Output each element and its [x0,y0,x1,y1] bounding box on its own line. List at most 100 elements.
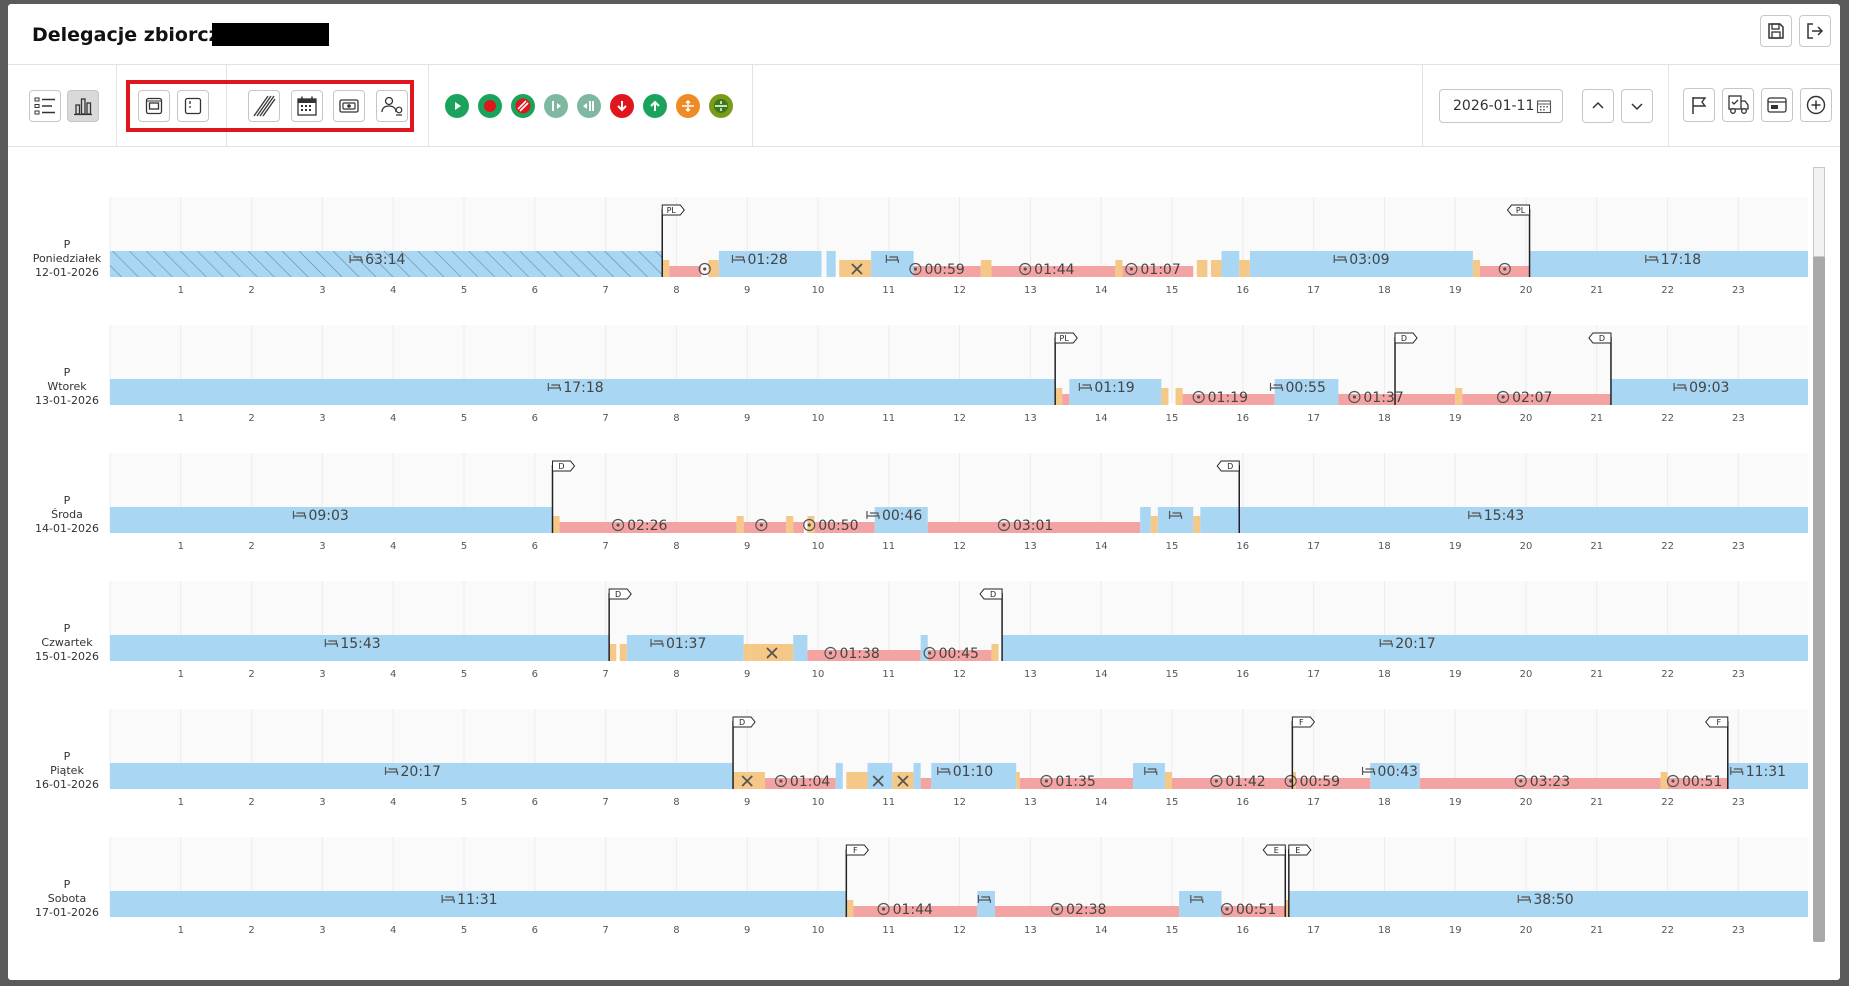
hour-tick-label: 7 [602,669,608,680]
bed-icon [731,255,746,263]
hour-tick-label: 19 [1449,541,1462,552]
hatch-button[interactable] [248,90,280,122]
hatched-button[interactable] [511,94,535,118]
hour-tick-label: 19 [1449,925,1462,936]
activity-rest [110,635,610,661]
activity-rest [110,379,1056,405]
duration-text: 00:46 [882,508,922,524]
steering-wheel-icon [1220,902,1234,916]
hour-tick-label: 21 [1590,541,1603,552]
split-right-icon [583,101,594,111]
bed-icon [324,639,338,647]
truck-button[interactable] [1722,88,1754,122]
duration-label: 01:37 [1348,390,1404,406]
country-flag [1262,844,1286,856]
date-input[interactable]: 2026-01-11 [1439,89,1563,123]
steering-wheel-icon [1348,390,1361,404]
duration-label [977,895,991,903]
date-value: 2026-01-11 [1453,98,1535,114]
hour-tick-label: 3 [319,541,325,552]
hour-tick-label: 20 [1520,541,1533,552]
duration-label: 11:31 [441,892,498,908]
flag-icon [1692,97,1707,114]
layout-button[interactable] [138,90,170,122]
bed-icon [1379,639,1393,647]
border-out-button[interactable] [676,94,700,118]
steering-wheel-hub [913,267,918,271]
duration-label: 00:43 [1361,764,1418,780]
duration-text: 00:59 [924,262,964,278]
hour-tick-label: 20 [1520,285,1533,296]
steering-wheel-hub [1197,395,1201,399]
list-view-button[interactable] [29,90,61,122]
activity-work [1164,772,1172,789]
card-button[interactable] [1761,88,1793,122]
country-flag [552,460,576,472]
steering-wheel-hub [881,907,886,911]
chart-view-button[interactable] [67,90,99,122]
hour-tick-label: 4 [390,797,396,808]
add-button[interactable] [1800,88,1832,122]
users-button[interactable] [376,90,408,122]
start-button[interactable] [445,94,469,118]
calendar-icon [297,96,317,116]
toolbar-separator [1422,65,1423,146]
record-button[interactable] [478,94,502,118]
activity-work [619,644,627,661]
hour-tick-label: 11 [882,285,895,296]
hour-tick-label: 5 [461,413,467,424]
tools-icon [851,263,863,275]
split-right-button[interactable] [577,94,601,118]
vertical-scrollbar[interactable] [1813,167,1825,942]
arrow-up-button[interactable] [643,94,667,118]
activity-drive [1402,394,1456,405]
steering-wheel-hub [1129,267,1133,271]
previous-date-button[interactable] [1582,89,1614,123]
duration-label: 20:17 [384,764,441,780]
activity-work [1472,260,1480,277]
flag-label: PL [1060,334,1070,343]
flag-label: D [990,590,996,599]
duration-label [851,263,863,275]
hour-tick-label: 17 [1307,669,1320,680]
activity-rest [1002,635,1808,661]
duration-label [1168,511,1183,519]
duration-label: 17:18 [547,380,604,396]
hour-tick-label: 23 [1732,925,1745,936]
split-left-button[interactable] [544,94,568,118]
border-in-button[interactable] [709,94,733,118]
sidebar-button[interactable] [177,90,209,122]
hour-tick-label: 4 [390,541,396,552]
duration-text: 20:17 [1395,636,1435,652]
hour-tick-label: 8 [673,285,679,296]
day-name: Środa [51,508,83,521]
arrow-down-button[interactable] [610,94,634,118]
bed-icon [866,511,880,519]
flag-label: D [1599,334,1605,343]
activity-work [786,516,794,533]
timeline-area: P Poniedziałek 12-01-2026 63:14 01:28 00:59 01… [8,147,1840,980]
steering-wheel-hub [828,651,833,655]
calendar-button[interactable] [291,90,323,122]
exit-button[interactable] [1799,15,1831,47]
save-button[interactable] [1760,15,1792,47]
hour-tick-label: 4 [390,285,396,296]
hour-tick-label: 6 [532,797,538,808]
card-icon [1767,97,1787,113]
hour-tick-label: 18 [1378,413,1391,424]
money-button[interactable] [333,90,365,122]
day-name: Piątek [50,764,84,777]
steering-wheel-icon [1125,262,1138,276]
country-flag [1705,716,1729,728]
activity-work [552,516,560,533]
activity-drive [1419,778,1661,789]
next-date-button[interactable] [1621,89,1653,123]
duration-text: 17:18 [563,380,603,396]
hour-tick-label: 3 [319,285,325,296]
scrollbar-thumb[interactable] [1813,167,1825,257]
duration-text: 01:42 [1225,774,1265,790]
flag-button[interactable] [1683,88,1715,122]
steering-wheel-icon [774,774,788,788]
calendar-icon[interactable] [1536,98,1552,114]
hour-tick-label: 7 [602,925,608,936]
